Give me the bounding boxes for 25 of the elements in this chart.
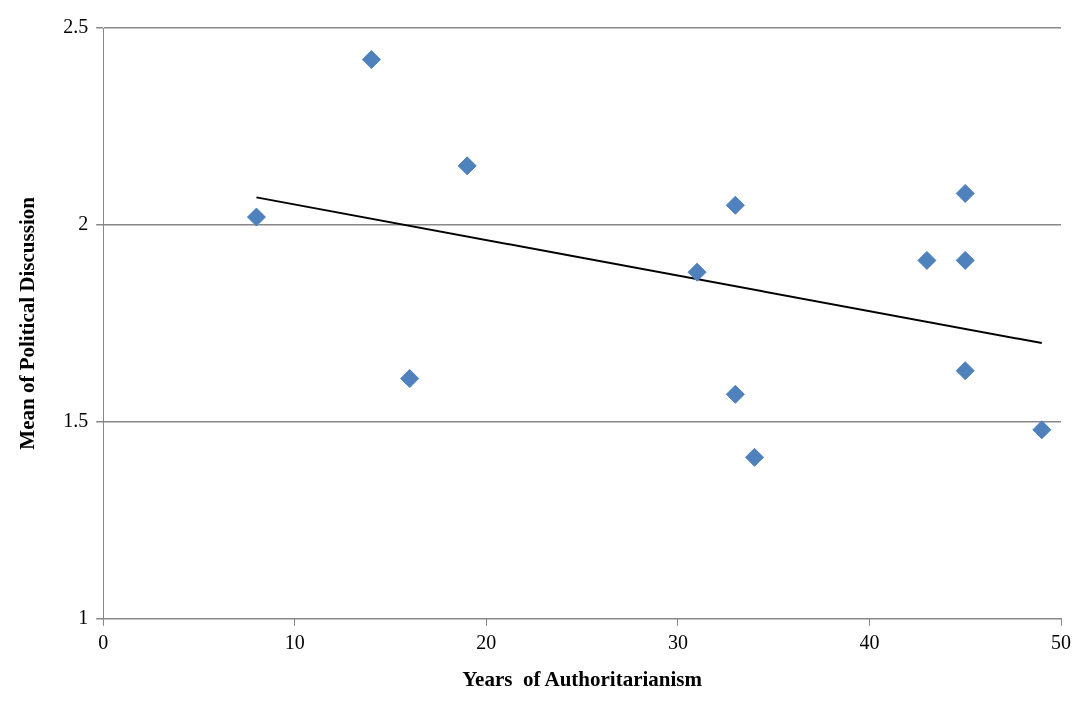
point [955, 250, 975, 270]
x-tick-label: 10 [284, 631, 305, 654]
x-tick-label: 30 [667, 631, 688, 654]
point [246, 207, 266, 227]
point [955, 183, 975, 203]
x-tick-label: 40 [859, 631, 880, 654]
point [745, 447, 764, 467]
x-axis-title: Years of Authoritarianism [462, 666, 703, 691]
x-tick-label: 20 [476, 631, 497, 654]
y-tick-label: 1.5 [63, 409, 89, 432]
point [361, 50, 381, 70]
point [687, 262, 707, 282]
point [725, 384, 745, 404]
x-tick-label: 0 [98, 631, 109, 654]
point [955, 361, 975, 381]
point [917, 250, 937, 270]
point [457, 156, 477, 176]
y-tick-label: 1 [78, 606, 89, 629]
y-axis-title: Mean of Political Discussion [15, 196, 40, 450]
point [1032, 420, 1052, 440]
point [725, 195, 745, 215]
x-tick-label: 50 [1051, 631, 1071, 654]
y-tick-label: 2 [78, 212, 89, 235]
point [400, 369, 420, 389]
y-tick-label: 2.5 [63, 15, 89, 38]
